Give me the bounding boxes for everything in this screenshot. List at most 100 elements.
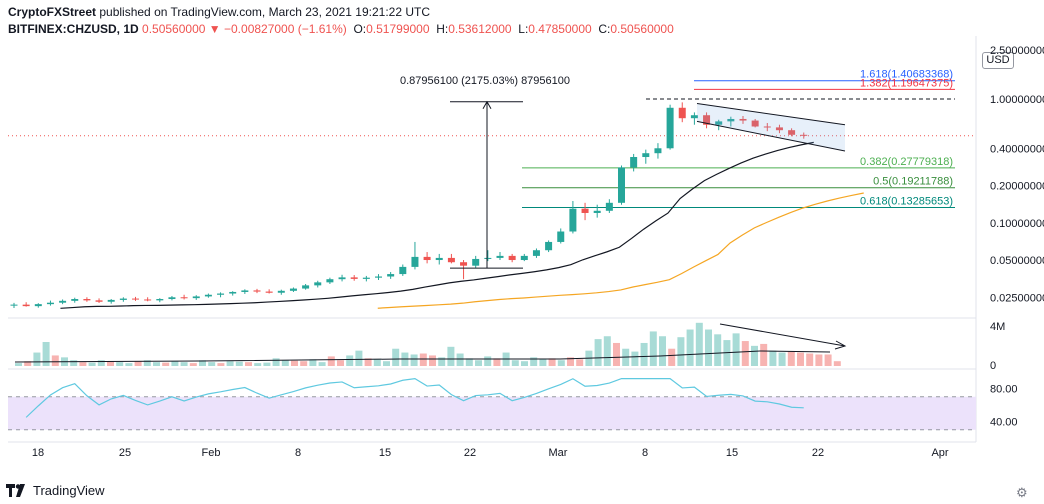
high-value: 0.53612000 (448, 22, 512, 36)
volume-bar (217, 363, 225, 366)
volume-bar (171, 361, 179, 366)
volume-bar (465, 358, 473, 366)
volume-bar (576, 359, 584, 366)
volume-bar (751, 345, 758, 366)
volume-bar (180, 362, 188, 366)
fibonacci-levels: 1.618(1.40683368)1.382(1.19647375) 0.382(… (522, 69, 955, 209)
volume-bar (199, 360, 206, 366)
volume-bar (346, 355, 354, 366)
rsi-tick-label: 80.00 (990, 384, 1018, 396)
candle-body (545, 241, 553, 251)
candle-body (59, 300, 67, 303)
candle-body (144, 299, 152, 301)
candle-body (168, 297, 176, 300)
candle-body (460, 262, 468, 266)
fib-level-label: 0.618(0.13285653) (860, 196, 953, 208)
volume-trend-arrow-head (834, 340, 847, 350)
rsi-band (8, 396, 976, 430)
volume-bar (824, 354, 832, 366)
volume-bars (15, 322, 841, 366)
currency-badge[interactable]: USD (982, 52, 1014, 69)
published-text: published on TradingView.com, March 23, … (99, 5, 431, 19)
price-tick-label: 0.02500000 (990, 292, 1044, 304)
volume-bar (327, 356, 335, 366)
volume-bar (677, 337, 685, 366)
open-value: 0.51799000 (366, 22, 430, 36)
candle-body (690, 115, 698, 119)
volume-bar (272, 358, 280, 366)
volume-bar (760, 343, 768, 366)
date-tick-label: 22 (812, 447, 824, 459)
measure-label: 0.87956100 (2175.03%) 87956100 (400, 75, 570, 87)
volume-bar (705, 329, 712, 366)
volume-bar (24, 361, 32, 366)
candle-body (289, 288, 297, 291)
gear-icon[interactable]: ⚙ (1016, 485, 1028, 500)
candle-body (520, 255, 528, 261)
low-value: 0.47850000 (528, 22, 592, 36)
volume-bar (143, 360, 151, 366)
date-tick-label: 25 (119, 447, 131, 459)
candle-body (326, 279, 334, 283)
volume-bar (281, 360, 289, 366)
date-tick-label: 8 (295, 447, 301, 459)
volume-bar (88, 362, 96, 366)
candle-body (375, 276, 382, 278)
volume-bar (79, 362, 87, 366)
volume-bar (493, 358, 501, 366)
channel-upper-line (696, 103, 846, 126)
volume-bar (116, 362, 124, 366)
candle-body (132, 298, 139, 300)
candle-body (350, 277, 358, 279)
axes: 2.50000000 1.00000000 0.40000000 0.20000000… (32, 45, 1044, 459)
publisher-name[interactable]: CryptoFXStreet (8, 5, 97, 19)
candle-body (71, 299, 79, 301)
open-label: O: (353, 22, 367, 36)
volume-bar (263, 362, 271, 366)
tradingview-footer[interactable]: TradingView (6, 483, 105, 498)
down-arrow-icon: ▼ (208, 22, 221, 36)
price-tick-label: 2.50000000 (990, 45, 1044, 57)
volume-bar (456, 353, 464, 366)
volume-bar (567, 357, 574, 366)
candle-body (618, 167, 625, 203)
candle-body (447, 257, 455, 263)
volume-trend-arrow (719, 323, 846, 347)
volume-ma-line (14, 350, 831, 363)
candle-body (180, 297, 188, 299)
volume-bar (806, 353, 814, 366)
volume-bar (539, 359, 547, 366)
volume-bar (594, 339, 602, 366)
candle-body (253, 290, 261, 292)
candle-body (532, 250, 540, 256)
candle-body (95, 300, 103, 302)
volume-bar (97, 360, 105, 366)
candle-body (788, 130, 796, 135)
candle-body (241, 290, 249, 292)
candle-body (338, 277, 346, 280)
volume-bar (254, 363, 262, 366)
candle-body (739, 118, 747, 121)
candle-body (411, 256, 419, 267)
candle-body (593, 210, 601, 213)
fib-level-label: 1.618(1.40683368) (860, 69, 953, 81)
ma-slow-line (377, 192, 864, 309)
symbol-label[interactable]: BITFINEX:CHZUSD, 1D (8, 22, 139, 36)
candle-body (605, 202, 613, 211)
volume-bar (208, 362, 216, 366)
volume-bar (33, 352, 41, 366)
price-tick-label: 0.20000000 (990, 181, 1044, 193)
candle-body (107, 299, 115, 302)
volume-bar (410, 354, 418, 366)
volume-bar (714, 334, 722, 366)
candle-body (399, 266, 407, 275)
candle-body (581, 208, 589, 213)
close-value: 0.50560000 (610, 22, 674, 36)
volume-bar (484, 356, 492, 366)
date-tick-label: 18 (32, 447, 44, 459)
candle-body (630, 157, 638, 168)
candle-body (119, 298, 127, 300)
volume-bar (226, 361, 234, 366)
rsi-pane (8, 377, 976, 431)
